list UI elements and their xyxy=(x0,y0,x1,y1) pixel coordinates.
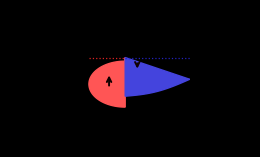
Polygon shape xyxy=(125,57,190,96)
Polygon shape xyxy=(89,57,125,107)
